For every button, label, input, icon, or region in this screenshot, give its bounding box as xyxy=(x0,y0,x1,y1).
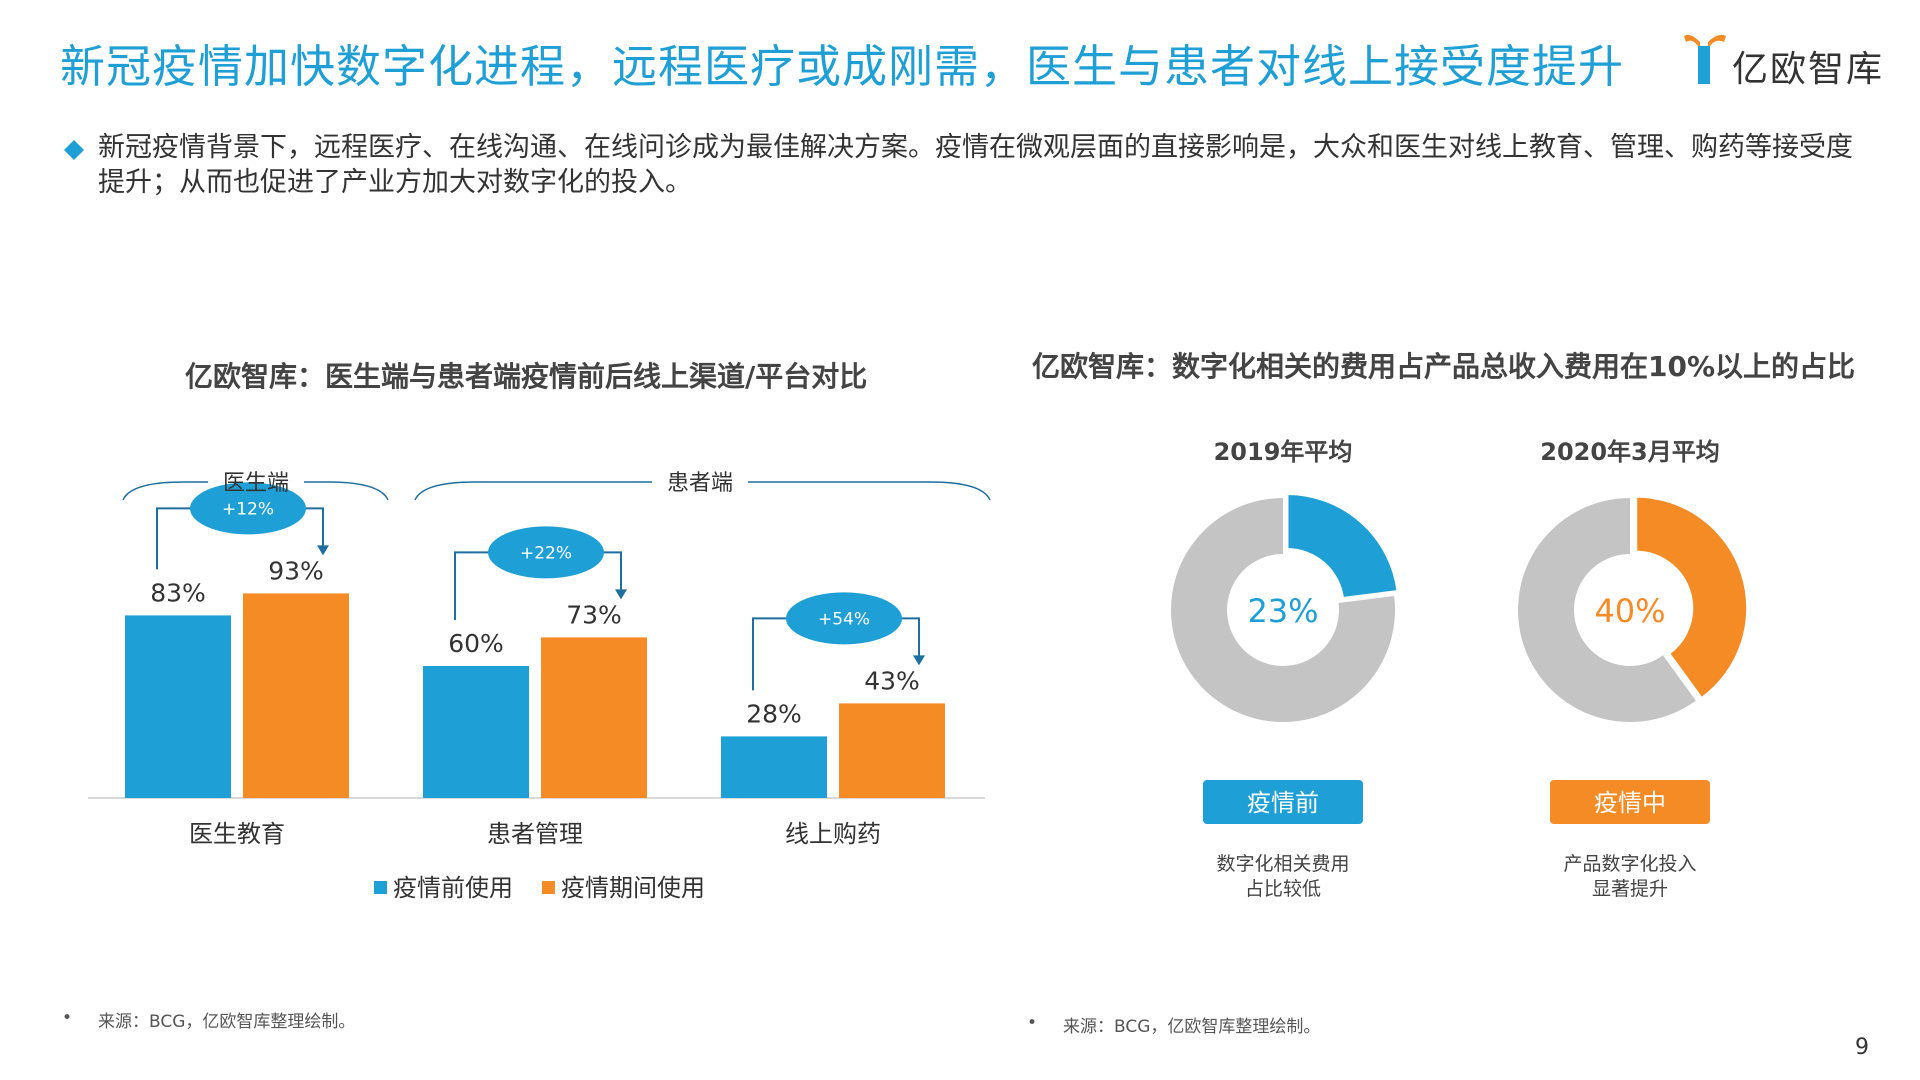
donut-tag-0 xyxy=(1203,780,1363,824)
diamond-bullet-icon xyxy=(64,140,84,160)
bar-chart-title: 亿欧智库：医生端与患者端疫情前后线上渠道/平台对比 xyxy=(185,360,868,393)
bar-1-0 xyxy=(423,666,529,798)
source-right: 来源：BCG，亿欧智库整理绘制。 xyxy=(1063,1017,1321,1037)
legend-swatch-during xyxy=(542,880,555,894)
group-label-0: 医生端 xyxy=(223,471,289,496)
donut-note-0-0: 数字化相关费用 xyxy=(1216,853,1349,875)
change-badge-1 xyxy=(488,526,604,579)
donut-tag-1 xyxy=(1550,780,1710,824)
change-label-0: +12% xyxy=(222,499,274,519)
source-bullet-right: • xyxy=(1027,1013,1038,1033)
legend-label-before: 疫情前使用 xyxy=(393,874,513,902)
donut-note-0-1: 占比较低 xyxy=(1245,878,1321,900)
data-label-0-0: 83% xyxy=(150,578,206,607)
source-left: 来源：BCG，亿欧智库整理绘制。 xyxy=(98,1012,356,1032)
donut-center-label-1: 40% xyxy=(1594,592,1665,630)
page-title: 新冠疫情加快数字化进程，远程医疗或成刚需，医生与患者对线上接受度提升 xyxy=(60,40,1625,93)
donut-heading-0: 2019年平均 xyxy=(1214,438,1353,466)
group-bracket-right-1 xyxy=(748,481,991,501)
group-bracket-left-0 xyxy=(122,481,208,501)
donut-tag-label-0: 疫情前 xyxy=(1247,789,1319,817)
legend-swatch-before xyxy=(374,880,387,894)
donut-tag-label-1: 疫情中 xyxy=(1594,789,1666,817)
logo-icon xyxy=(1684,34,1726,84)
donut-chart-title: 亿欧智库：数字化相关的费用占产品总收入费用在10%以上的占比 xyxy=(1032,350,1856,383)
change-label-2: +54% xyxy=(818,609,870,629)
change-arrow-1 xyxy=(615,589,627,600)
bar-1-1 xyxy=(541,637,647,798)
bar-2-0 xyxy=(721,736,827,798)
group-bracket-left-1 xyxy=(414,481,652,501)
change-arrow-2 xyxy=(913,655,925,666)
data-label-0-1: 93% xyxy=(268,556,324,585)
group-bracket-right-0 xyxy=(304,481,389,501)
intro-text: 新冠疫情背景下，远程医疗、在线沟通、在线问诊成为最佳解决方案。疫情在微观层面的直… xyxy=(98,132,1853,198)
data-label-1-1: 73% xyxy=(566,600,622,629)
donut-slice-1 xyxy=(1634,494,1750,701)
legend-item-before: 疫情前使用 xyxy=(374,868,513,903)
change-badge-0 xyxy=(190,482,306,535)
donut-center-label-0: 23% xyxy=(1247,592,1318,630)
change-badge-2 xyxy=(786,592,902,645)
source-bullet-left: • xyxy=(62,1008,73,1028)
group-label-1: 患者端 xyxy=(667,471,733,496)
bar-0-0 xyxy=(125,615,231,798)
bar-chart: 83% 93% 医生教育 +12% 60% 73% 患者管理 +22% 28% 43% 线上购药 +5… xyxy=(88,471,991,848)
data-label-2-1: 43% xyxy=(864,666,920,695)
change-label-1: +22% xyxy=(520,543,572,563)
page-number: 9 xyxy=(1855,1035,1869,1060)
donut-slice-0 xyxy=(1285,491,1400,601)
change-arrow-0 xyxy=(317,545,329,556)
donut-note-1-1: 显著提升 xyxy=(1592,878,1668,900)
category-label-1: 患者管理 xyxy=(487,820,583,848)
donut-rest-0 xyxy=(1171,498,1395,722)
donut-note-1-0: 产品数字化投入 xyxy=(1563,853,1696,875)
bar-2-1 xyxy=(839,703,945,798)
data-label-1-0: 60% xyxy=(448,629,504,658)
category-label-2: 线上购药 xyxy=(785,820,881,848)
donut-rest-1 xyxy=(1518,498,1696,722)
legend-label-during: 疫情期间使用 xyxy=(561,874,705,902)
data-label-2-0: 28% xyxy=(746,699,802,728)
donut-heading-1: 2020年3月平均 xyxy=(1540,438,1720,466)
logo: 亿欧智库 xyxy=(1680,28,1890,90)
category-label-0: 医生教育 xyxy=(189,820,285,848)
legend-item-during: 疫情期间使用 xyxy=(542,868,705,903)
bar-0-1 xyxy=(243,593,349,798)
logo-text: 亿欧智库 xyxy=(1732,49,1885,90)
